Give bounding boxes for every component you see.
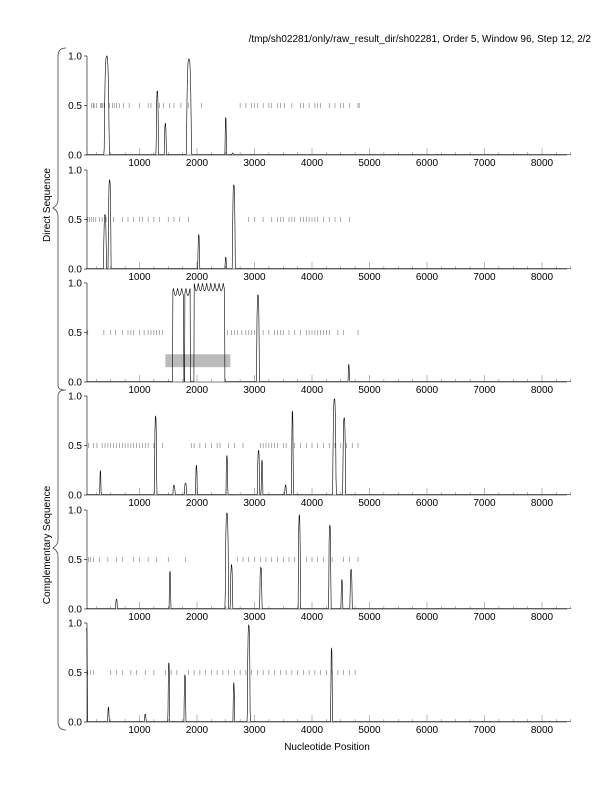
panel-6: 0.0 0.5 1.0 1000 2000 3000 4000 5000 6000 7000 800…: [68, 619, 571, 736]
series-line: [86, 398, 571, 495]
chart-title: /tmp/sh02281/only/raw_result_dir/sh02281…: [249, 34, 592, 45]
y-tick-label: 0.0: [68, 265, 82, 276]
series-line: [86, 623, 571, 722]
x-tick-label: 2000: [186, 385, 209, 396]
x-tick-label: 1000: [128, 385, 151, 396]
panel-4: 0.0 0.5 1.0 1000 2000 3000 4000 5000 6000 7000 800…: [68, 392, 571, 509]
x-tick-label: 7000: [473, 612, 496, 623]
x-tick-label: 8000: [531, 158, 554, 169]
x-tick-label: 8000: [531, 612, 554, 623]
x-tick-label: 5000: [358, 612, 381, 623]
x-tick-label: 7000: [473, 385, 496, 396]
x-tick-label: 6000: [416, 385, 439, 396]
x-tick-label: 6000: [416, 272, 439, 283]
x-tick-label: 1000: [128, 498, 151, 509]
y-tick-label: 0.5: [68, 101, 82, 112]
y-tick-label: 0.5: [68, 555, 82, 566]
y-tick-label: 1.0: [68, 279, 82, 290]
y-tick-label: 0.0: [68, 491, 82, 502]
x-tick-label: 4000: [301, 498, 324, 509]
y-tick-label: 0.0: [68, 718, 82, 729]
x-tick-label: 4000: [301, 725, 324, 736]
y-tick-label: 0.0: [68, 378, 82, 389]
panel-5: 0.0 0.5 1.0 1000 2000 3000 4000 5000 6000 7000 800…: [68, 506, 571, 623]
y-tick-label: 1.0: [68, 619, 82, 630]
group-label-complementary: Complementary Sequence: [42, 485, 53, 604]
x-tick-label: 1000: [128, 612, 151, 623]
x-tick-label: 2000: [186, 498, 209, 509]
x-tick-label: 6000: [416, 158, 439, 169]
x-tick-label: 8000: [531, 385, 554, 396]
y-tick-label: 0.5: [68, 215, 82, 226]
x-tick-label: 2000: [186, 725, 209, 736]
y-tick-label: 0.0: [68, 605, 82, 616]
x-tick-label: 8000: [531, 272, 554, 283]
x-tick-label: 3000: [243, 612, 266, 623]
x-tick-label: 8000: [531, 725, 554, 736]
x-tick-label: 1000: [128, 725, 151, 736]
x-tick-label: 2000: [186, 612, 209, 623]
x-tick-label: 7000: [473, 272, 496, 283]
x-tick-label: 1000: [128, 272, 151, 283]
x-tick-label: 7000: [473, 158, 496, 169]
panel-3: 0.0 0.5 1.0 1000 2000 3000 4000 5000 6000 7000 800…: [68, 279, 571, 396]
group-bracket-complementary: [52, 389, 67, 731]
y-tick-label: 0.5: [68, 328, 82, 339]
x-tick-label: 5000: [358, 498, 381, 509]
x-tick-label: 3000: [243, 725, 266, 736]
y-tick-label: 1.0: [68, 52, 82, 63]
x-tick-label: 4000: [301, 612, 324, 623]
x-tick-label: 5000: [358, 272, 381, 283]
x-tick-label: 3000: [243, 498, 266, 509]
x-tick-label: 1000: [128, 158, 151, 169]
x-tick-label: 3000: [243, 158, 266, 169]
x-tick-label: 4000: [301, 385, 324, 396]
x-tick-label: 7000: [473, 498, 496, 509]
x-tick-label: 5000: [358, 385, 381, 396]
group-label-direct: Direct Sequence: [42, 168, 53, 242]
series-line: [86, 512, 571, 609]
x-tick-label: 3000: [243, 272, 266, 283]
group-bracket-direct: [52, 47, 67, 391]
x-axis-label: Nucleotide Position: [284, 742, 370, 753]
x-tick-label: 7000: [473, 725, 496, 736]
y-tick-label: 1.0: [68, 166, 82, 177]
y-tick-label: 0.5: [68, 668, 82, 679]
x-tick-label: 4000: [301, 158, 324, 169]
x-tick-label: 5000: [358, 725, 381, 736]
highlight-box: [165, 354, 231, 368]
x-tick-label: 2000: [186, 272, 209, 283]
y-tick-label: 0.5: [68, 441, 82, 452]
x-tick-label: 2000: [186, 158, 209, 169]
x-tick-label: 8000: [531, 498, 554, 509]
y-tick-label: 0.0: [68, 151, 82, 162]
x-tick-label: 6000: [416, 498, 439, 509]
panel-2: 0.0 0.5 1.0 1000 2000 3000 4000 5000 6000 7000 800…: [68, 166, 571, 283]
x-tick-label: 4000: [301, 272, 324, 283]
x-tick-label: 3000: [243, 385, 266, 396]
panel-1: 0.0 0.5 1.0 1000 2000 3000 4000 5000 6000 7000 800…: [68, 52, 571, 169]
x-tick-label: 6000: [416, 612, 439, 623]
x-tick-label: 5000: [358, 158, 381, 169]
y-tick-label: 1.0: [68, 392, 82, 403]
series-line: [86, 55, 571, 155]
x-tick-label: 6000: [416, 725, 439, 736]
y-tick-label: 1.0: [68, 506, 82, 517]
series-line: [86, 282, 571, 382]
series-line: [86, 179, 571, 269]
